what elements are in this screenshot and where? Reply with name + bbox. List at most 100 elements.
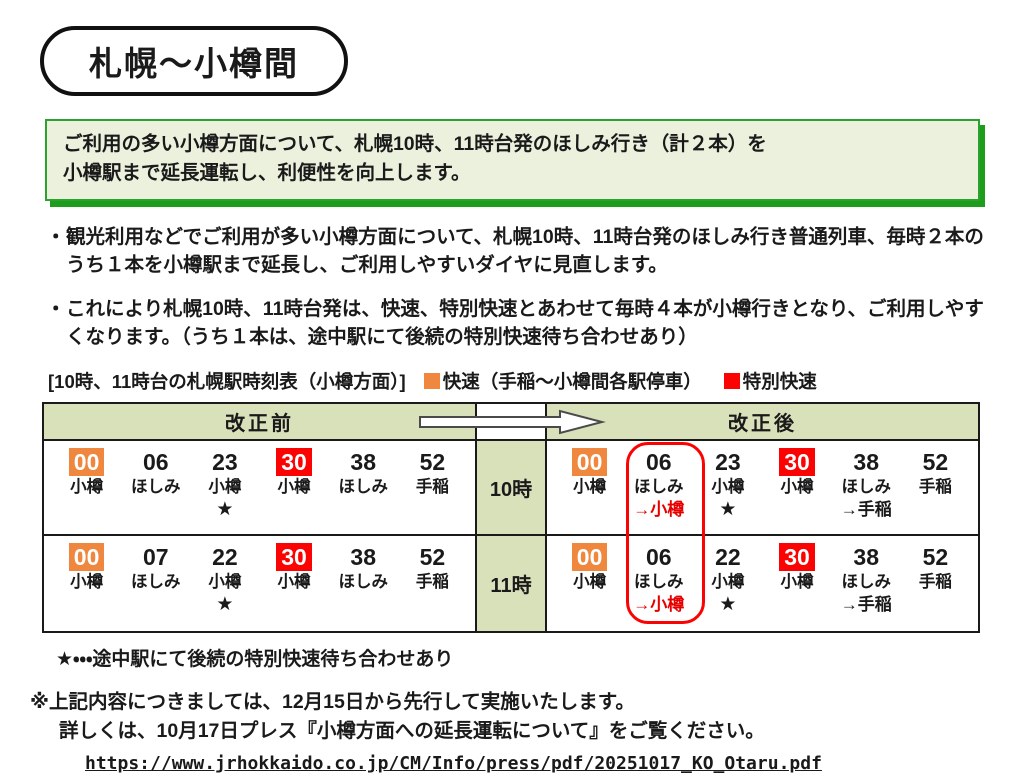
destination: ほしみ — [130, 573, 181, 592]
departure-minute: 06 — [645, 448, 672, 475]
header-after: 改正後 — [547, 403, 978, 441]
departure-minute: 30 — [779, 447, 815, 477]
press-release-url-link[interactable]: https://www.jrhokkaido.co.jp/CM/Info/pre… — [85, 753, 822, 775]
section-title: 札幌～小樽間 — [89, 45, 299, 82]
departure-minute: 00 — [68, 447, 105, 477]
header-middle — [477, 403, 547, 441]
timetable-entry: 52 手稲 — [399, 543, 465, 593]
wait-star-icon: ★ — [719, 593, 737, 615]
header-before: 改正前 — [44, 403, 477, 441]
destination: ほしみ — [633, 573, 684, 592]
timetable-entry: 23 小樽 ★ — [192, 448, 258, 522]
timetable-caption: [10時、11時台の札幌駅時刻表（小樽方面）] — [48, 370, 406, 392]
destination: 小樽 — [780, 573, 814, 592]
timetable-entry: 07 ほしみ — [123, 543, 189, 593]
star-footnote: ★・・・途中駅にて後続の特別快速待ち合わせあり — [56, 648, 454, 670]
destination: ほしみ — [338, 478, 388, 497]
bullet-item: ・ これにより札幌10時、11時台発は、快速、特別快速とあわせて毎時４本が小樽行… — [46, 295, 984, 352]
section-title-box: 札幌～小樽間 — [40, 26, 348, 96]
timetable-entry: 52 手稲 — [399, 448, 465, 498]
timetable-entry: 00 小樽 — [557, 447, 623, 498]
timetable-entry: 38 ほしみ — [330, 543, 396, 593]
destination: 手稲 — [415, 573, 449, 592]
extension-note: →手稲 — [840, 594, 892, 614]
wait-star-icon: ★ — [216, 593, 234, 615]
timetable-grid: 改正前 改正後 00 小樽 06 ほしみ 23 小樽 ★ 30 小樽 38 ほしみ 52 手稲 10時 … — [42, 401, 980, 633]
legend-item-special-rapid: 特別快速 — [723, 368, 817, 394]
departure-minute: 23 — [715, 448, 741, 475]
timetable-entry: 22 小樽 ★ — [192, 543, 258, 617]
destination: ほしみ — [130, 478, 181, 497]
departure-minute: 30 — [779, 542, 815, 572]
timetable-caption-row: [10時、11時台の札幌駅時刻表（小樽方面）] 快速（手稲～小樽間各駅停車） 特… — [48, 368, 1024, 394]
timetable-entry: 30 小樽 — [261, 447, 327, 498]
special-rapid-color-swatch-icon — [723, 372, 740, 389]
departure-minute: 38 — [350, 448, 376, 475]
extension-note: →小樽 — [633, 499, 685, 519]
destination: 小樽 — [711, 478, 745, 497]
schedule-cell-11-after: 00 小樽 06 ほしみ →小樽 22 小樽 ★ 30 小樽 38 ほしみ →手稲 52 手稲 — [547, 535, 978, 631]
bullet-list: ・ 観光利用などでご利用が多い小樽方面について、札幌10時、11時台発のほしみ行… — [46, 223, 984, 352]
destination: 小樽 — [711, 573, 745, 592]
timetable: 改正前 改正後 00 小樽 06 ほしみ 23 小樽 ★ 30 小樽 38 ほしみ 52 手稲 10時 … — [42, 401, 980, 633]
bullet-marker: ・ — [46, 225, 66, 248]
legend-item-rapid: 快速（手稲～小樽間各駅停車） — [423, 368, 702, 394]
timetable-entry: 38 ほしみ →手稲 — [833, 543, 899, 616]
hour-cell-10: 10時 — [477, 440, 547, 536]
timetable-entry: 00 小樽 — [54, 447, 120, 498]
timetable-entry: 23 小樽 ★ — [695, 448, 761, 522]
departure-minute: 38 — [350, 543, 376, 570]
timetable-entry: 52 手稲 — [902, 543, 968, 593]
summary-highlight-box: ご利用の多い小樽方面について、札幌10時、11時台発のほしみ行き（計２本）を 小… — [45, 119, 980, 201]
departure-minute: 52 — [922, 448, 949, 475]
departure-minute: 22 — [212, 543, 238, 570]
destination: 手稲 — [918, 478, 952, 497]
departure-minute: 30 — [276, 447, 312, 477]
timetable-entry: 30 小樽 — [764, 542, 830, 593]
schedule-cell-10-after: 00 小樽 06 ほしみ →小樽 23 小樽 ★ 30 小樽 38 ほしみ →手稲 52 手稲 — [547, 440, 978, 536]
bullet-text: これにより札幌10時、11時台発は、快速、特別快速とあわせて毎時４本が小樽行きと… — [66, 298, 984, 349]
destination: 小樽 — [573, 478, 607, 497]
departure-minute: 52 — [922, 543, 949, 570]
summary-line-2: 小樽駅まで延長運転し、利便性を向上します。 — [63, 162, 471, 185]
departure-minute: 00 — [571, 542, 608, 572]
timetable-entry: 22 小樽 ★ — [695, 543, 761, 617]
departure-minute: 06 — [142, 448, 169, 475]
destination: 小樽 — [277, 573, 311, 592]
destination: ほしみ — [841, 573, 891, 592]
destination: 小樽 — [70, 573, 104, 592]
departure-minute: 07 — [142, 543, 169, 570]
bullet-text: 観光利用などでご利用が多い小樽方面について、札幌10時、11時台発のほしみ行き普… — [66, 225, 984, 276]
destination: 小樽 — [208, 478, 242, 497]
hour-cell-11: 11時 — [477, 535, 547, 631]
destination: 手稲 — [918, 573, 952, 592]
timetable-entry: 06 ほしみ →小樽 — [626, 543, 692, 616]
destination: 小樽 — [277, 478, 311, 497]
footer-note-1: ※上記内容につきましては、12月15日から先行して実施いたします。 — [30, 690, 635, 713]
wait-star-icon: ★ — [719, 498, 737, 520]
departure-minute: 30 — [276, 542, 312, 572]
departure-minute: 06 — [645, 543, 672, 570]
timetable-entry: 52 手稲 — [902, 448, 968, 498]
timetable-legend: 快速（手稲～小樽間各駅停車） 特別快速 — [423, 368, 839, 394]
departure-minute: 52 — [419, 543, 446, 570]
timetable-entry: 38 ほしみ — [330, 448, 396, 498]
departure-minute: 38 — [853, 543, 879, 570]
destination: 小樽 — [573, 573, 607, 592]
destination: ほしみ — [633, 478, 684, 497]
extension-note: →小樽 — [633, 594, 685, 614]
destination: 小樽 — [70, 478, 104, 497]
departure-minute: 22 — [715, 543, 741, 570]
destination: 小樽 — [780, 478, 814, 497]
destination: ほしみ — [841, 478, 891, 497]
timetable-entry: 00 小樽 — [557, 542, 623, 593]
schedule-cell-10-before: 00 小樽 06 ほしみ 23 小樽 ★ 30 小樽 38 ほしみ 52 手稲 — [44, 440, 477, 536]
departure-minute: 00 — [571, 447, 608, 477]
summary-line-1: ご利用の多い小樽方面について、札幌10時、11時台発のほしみ行き（計２本）を — [63, 133, 767, 155]
timetable-entry: 06 ほしみ — [123, 448, 189, 498]
departure-minute: 23 — [212, 448, 238, 475]
timetable-entry: 38 ほしみ →手稲 — [833, 448, 899, 521]
footer-note-2: 詳しくは、10月17日プレス『小樽方面への延長運転について』をご覧ください。 — [59, 719, 765, 742]
departure-minute: 00 — [68, 542, 105, 572]
timetable-entry: 06 ほしみ →小樽 — [626, 448, 692, 521]
